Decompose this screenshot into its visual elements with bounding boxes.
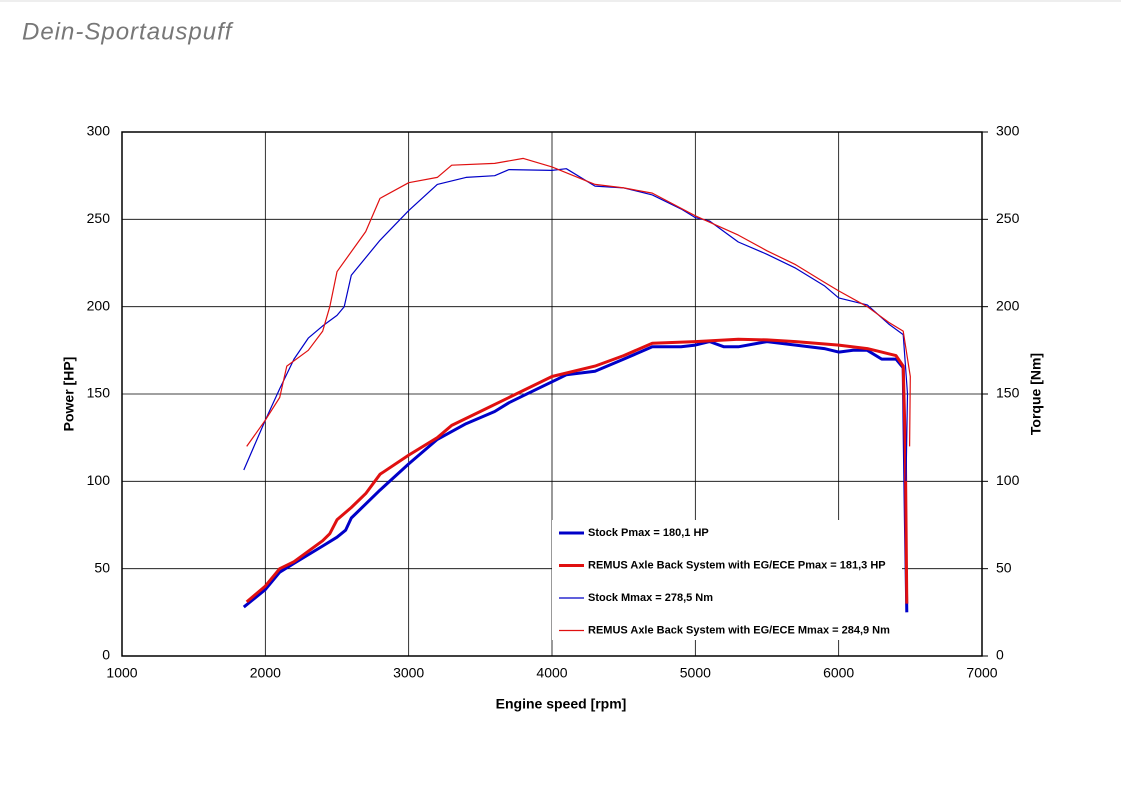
legend-bg bbox=[552, 520, 902, 640]
watermark: Dein-Sportauspuff bbox=[22, 18, 234, 45]
y-tick-label: 250 bbox=[87, 210, 111, 226]
legend-label: REMUS Axle Back System with EG/ECE Pmax … bbox=[588, 559, 886, 571]
y2-tick-label: 150 bbox=[996, 385, 1020, 401]
x-tick-label: 6000 bbox=[823, 665, 854, 681]
y-axis-label: Power [HP] bbox=[61, 357, 77, 432]
plot-frame bbox=[121, 131, 983, 657]
x-tick-label: 3000 bbox=[393, 665, 424, 681]
legend-label: REMUS Axle Back System with EG/ECE Mmax … bbox=[588, 624, 890, 636]
x-tick-label: 5000 bbox=[680, 665, 711, 681]
series-line bbox=[246, 157, 911, 447]
y2-tick-label: 100 bbox=[996, 472, 1020, 488]
legend-label: Stock Mmax = 278,5 Nm bbox=[588, 592, 713, 604]
y2-tick-label: 200 bbox=[996, 297, 1020, 313]
x-tick-label: 4000 bbox=[536, 665, 567, 681]
y2-tick-label: 250 bbox=[996, 210, 1020, 226]
y2-axis-label: Torque [Nm] bbox=[1028, 353, 1044, 435]
y-tick-label: 50 bbox=[94, 559, 110, 575]
x-axis-label: Engine speed [rpm] bbox=[496, 696, 627, 712]
legend-label: Stock Pmax = 180,1 HP bbox=[588, 527, 709, 539]
series-line bbox=[245, 337, 909, 604]
series-line bbox=[243, 168, 909, 482]
series-line bbox=[242, 340, 909, 613]
y2-tick-label: 300 bbox=[996, 123, 1020, 139]
y-tick-label: 100 bbox=[87, 472, 111, 488]
x-tick-label: 1000 bbox=[106, 665, 137, 681]
y-tick-label: 0 bbox=[102, 647, 110, 663]
x-tick-label: 7000 bbox=[966, 665, 997, 681]
y-tick-label: 200 bbox=[87, 297, 111, 313]
y2-tick-label: 0 bbox=[996, 647, 1004, 663]
x-tick-label: 2000 bbox=[250, 665, 281, 681]
y-tick-label: 300 bbox=[87, 123, 111, 139]
y2-tick-label: 50 bbox=[996, 559, 1012, 575]
y-tick-label: 150 bbox=[87, 385, 111, 401]
